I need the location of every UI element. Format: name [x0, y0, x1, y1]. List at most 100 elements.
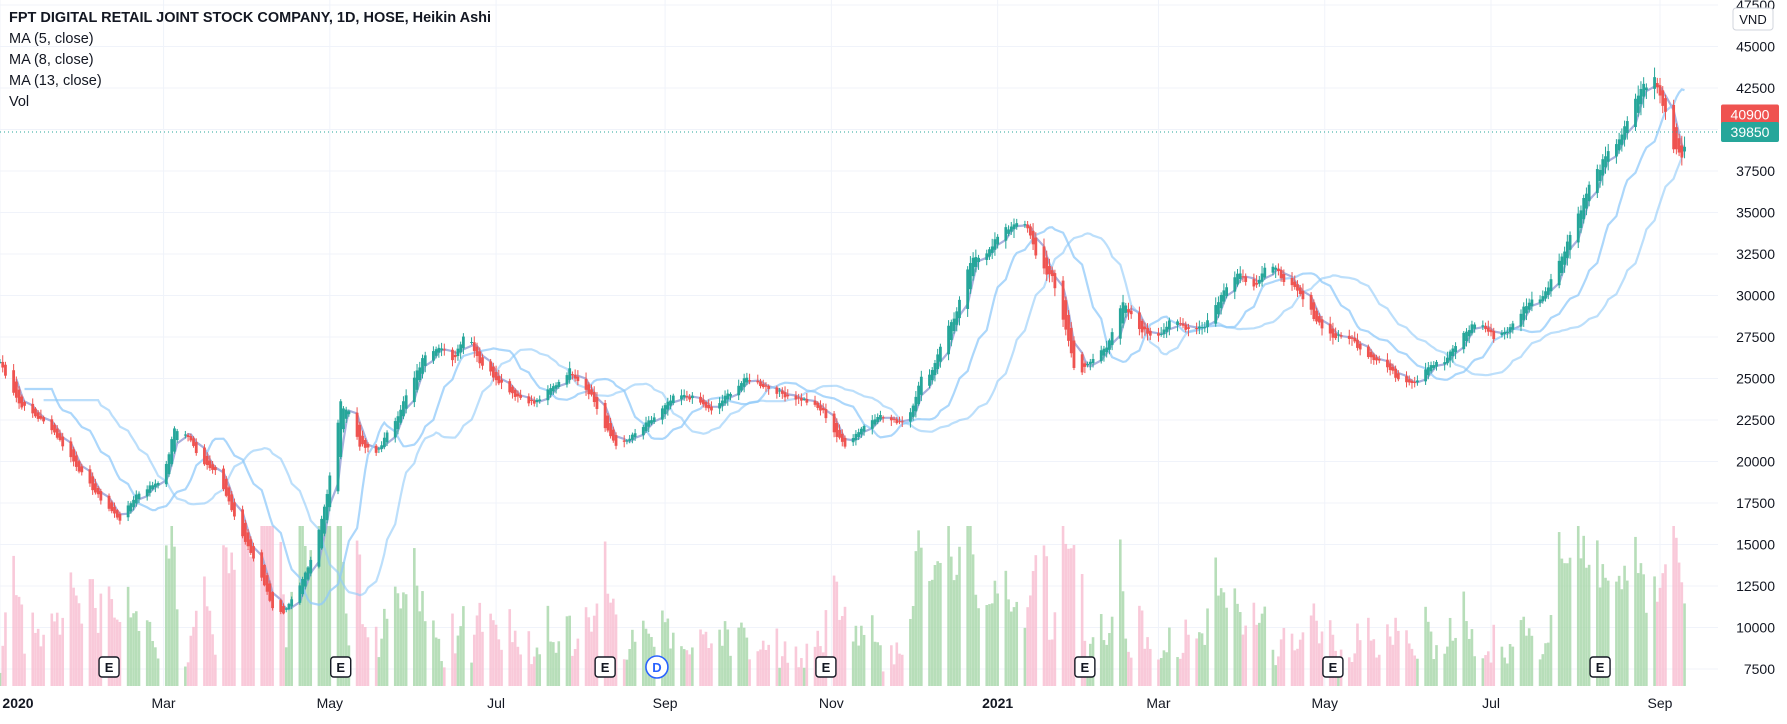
- candle-body: [1396, 373, 1400, 380]
- volume-bar: [641, 620, 645, 686]
- y-tick-label: 37500: [1736, 163, 1775, 179]
- candle-body: [263, 564, 266, 586]
- volume-bar: [1168, 627, 1171, 686]
- volume-bar: [1596, 540, 1599, 686]
- volume-bar: [148, 621, 152, 686]
- candle-body: [203, 447, 206, 465]
- candle-body: [786, 394, 790, 397]
- candle-body: [478, 351, 482, 364]
- volume-bar: [404, 594, 408, 686]
- candle-body: [857, 432, 861, 438]
- candle-body: [740, 383, 743, 391]
- candle-body: [783, 392, 787, 398]
- candle-body: [835, 422, 839, 437]
- candle-body: [252, 546, 255, 559]
- candle-body: [680, 395, 683, 400]
- candle-body: [1560, 256, 1564, 274]
- candle-body: [1067, 314, 1070, 341]
- indicator-ma8[interactable]: MA (8, close): [9, 52, 94, 68]
- volume-bar: [1653, 576, 1656, 686]
- volume-bar: [590, 631, 593, 686]
- candle-body: [194, 442, 198, 454]
- candle-body: [404, 395, 408, 409]
- candle-body: [797, 397, 801, 399]
- volume-bar: [1617, 575, 1621, 686]
- candle-body: [53, 424, 56, 433]
- earnings-event-label: E: [1329, 660, 1338, 675]
- candle-body: [1358, 343, 1362, 350]
- candle-body: [34, 408, 37, 417]
- volume-bar: [936, 561, 939, 686]
- candle-body: [761, 383, 765, 388]
- indicator-ma13[interactable]: MA (13, close): [9, 73, 102, 89]
- candle-body: [1432, 365, 1436, 369]
- volume-bar: [892, 664, 896, 686]
- candle-body: [546, 389, 550, 401]
- volume-bar: [497, 639, 501, 686]
- volume-bar: [1424, 606, 1427, 686]
- indicator-volume[interactable]: Vol: [9, 94, 30, 110]
- volume-bar: [990, 603, 994, 686]
- volume-bar: [1356, 623, 1359, 686]
- candle-body: [1484, 325, 1487, 330]
- volume-bar: [767, 644, 770, 686]
- volume-bar: [977, 608, 980, 686]
- candle-body: [1118, 308, 1122, 339]
- candle-body: [1026, 224, 1030, 229]
- candle-body: [821, 407, 825, 411]
- volume-bar: [1203, 644, 1207, 686]
- volume-bar: [1462, 591, 1466, 686]
- volume-bar: [851, 641, 855, 686]
- volume-bar: [783, 641, 787, 686]
- candle-body: [870, 420, 874, 429]
- candle-body: [1388, 363, 1392, 371]
- candle-body: [110, 502, 114, 512]
- volume-bar: [511, 642, 514, 686]
- volume-bar: [1413, 655, 1416, 686]
- candle-body: [1595, 169, 1599, 193]
- volume-bar: [1260, 613, 1264, 686]
- candle-body: [440, 348, 443, 351]
- volume-bar: [1566, 563, 1569, 686]
- candle-body: [949, 322, 953, 340]
- candle-body: [1252, 279, 1256, 287]
- candle-body: [1315, 310, 1318, 322]
- candle-body: [1320, 319, 1324, 329]
- candle-body: [1143, 326, 1147, 330]
- volume-bar: [756, 651, 760, 686]
- volume-bar: [950, 556, 953, 686]
- candle-body: [1546, 287, 1550, 295]
- candle-body: [42, 417, 46, 422]
- volume-bar: [320, 526, 323, 686]
- candle-body: [1129, 310, 1133, 315]
- volume-bar: [969, 526, 972, 686]
- volume-bar: [451, 613, 454, 686]
- candle-body: [99, 491, 103, 501]
- symbol-title[interactable]: FPT DIGITAL RETAIL JOINT STOCK COMPANY, …: [9, 10, 492, 26]
- volume-bar: [1023, 627, 1027, 686]
- volume-bar: [1102, 640, 1106, 686]
- candle-body: [933, 363, 937, 376]
- candle-body: [685, 396, 689, 398]
- volume-bar: [156, 658, 160, 686]
- volume-bar: [456, 635, 460, 686]
- x-tick-label: Jul: [487, 695, 505, 711]
- x-tick-label: May: [317, 695, 343, 711]
- volume-bar: [587, 617, 591, 686]
- candle-body: [1086, 363, 1089, 366]
- volume-bar: [759, 649, 762, 686]
- candle-body: [1293, 281, 1297, 287]
- volume-bar: [113, 617, 116, 686]
- candle-body: [271, 592, 274, 609]
- volume-bar: [1623, 565, 1626, 686]
- volume-bar: [1252, 602, 1256, 686]
- candle-body: [377, 448, 381, 450]
- candle-body: [205, 455, 209, 466]
- volume-bar: [661, 610, 664, 686]
- volume-bar: [996, 593, 999, 686]
- volume-bar: [1282, 627, 1286, 686]
- volume-bar: [222, 545, 225, 686]
- indicator-ma5[interactable]: MA (5, close): [9, 31, 94, 47]
